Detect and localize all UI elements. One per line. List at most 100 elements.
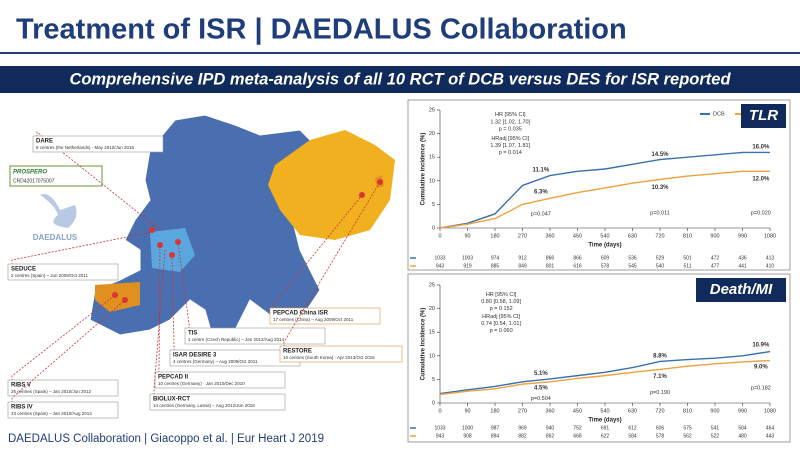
china-shape	[268, 130, 395, 240]
risk-count: 801	[546, 263, 555, 269]
trial-name: RIBS V	[11, 383, 31, 389]
annotation: 1.32 [1.02, 1.70]	[490, 119, 530, 125]
trial-box	[32, 135, 164, 153]
x-tick-label: 0	[438, 408, 441, 414]
risk-count: 1000	[462, 425, 473, 431]
risk-count: 540	[656, 263, 665, 269]
x-tick-label: 720	[655, 233, 664, 239]
annotation: p=0.182	[751, 385, 771, 391]
y-tick-label: 5	[432, 377, 435, 383]
germany-region	[150, 228, 195, 272]
trial-detail: 23 centres (Spain) – Jan 2010/Aug 2013	[11, 411, 92, 416]
risk-count: 912	[518, 255, 527, 261]
risk-count: 752	[573, 425, 582, 431]
annotation: 5.1%	[534, 371, 548, 377]
trial-name: SEDUCE	[11, 267, 36, 273]
risk-count: 987	[491, 425, 500, 431]
risk-count: 612	[628, 425, 637, 431]
site-pin	[377, 179, 383, 185]
risk-count: 578	[601, 263, 610, 269]
risk-count: 436	[738, 255, 747, 261]
annotation: p = 0.060	[490, 328, 513, 334]
trial-box	[7, 379, 119, 397]
x-tick-label: 630	[628, 408, 637, 414]
risk-count: 541	[711, 425, 720, 431]
logo-text: DAEDALUS	[33, 233, 78, 242]
trial-name: ISAR DESIRE 3	[173, 353, 217, 359]
y-tick-label: 20	[429, 131, 435, 137]
x-tick-label: 900	[710, 408, 719, 414]
spain-region	[95, 282, 140, 312]
y-axis-label: Cumulative incidence (%)	[421, 308, 427, 381]
series-line	[439, 170, 770, 229]
y-tick-label: 20	[429, 306, 435, 312]
risk-count: 622	[601, 433, 610, 439]
annotation: 0.74 [0.54, 1.01]	[481, 321, 521, 327]
footer: DAEDALUS Collaboration | Giacoppo et al.…	[8, 433, 324, 445]
chart-tag	[741, 104, 786, 128]
trial-name: TIS	[188, 331, 197, 337]
risk-count: 477	[711, 263, 720, 269]
trial-box	[279, 345, 403, 363]
logo-bird	[40, 194, 77, 228]
annotation: p=0.020	[751, 210, 771, 216]
x-tick-label: 720	[655, 408, 664, 414]
risk-count: 511	[684, 263, 692, 269]
risk-count: 480	[738, 433, 747, 439]
trial-box	[7, 401, 119, 419]
banner-text: Comprehensive IPD meta-analysis of all 1…	[69, 70, 731, 88]
risk-count: 410	[766, 263, 775, 269]
x-tick-label: 990	[738, 233, 747, 239]
risk-count: 575	[683, 425, 692, 431]
chart-tag-text: Death/MI	[710, 281, 773, 298]
trial-box	[7, 263, 119, 281]
risk-count: 504	[738, 425, 747, 431]
annotation: p=0.504	[531, 396, 551, 402]
trial-detail: 8 centres (the Netherlands) · May 2010/J…	[36, 145, 135, 150]
risk-count: 443	[766, 433, 775, 439]
risk-count: 943	[436, 433, 445, 439]
risk-count: 441	[738, 263, 747, 269]
annotation: 7.1%	[653, 374, 667, 380]
trial-detail: 14 centres (Germany, Latvia) – Aug 2012/…	[153, 403, 255, 408]
x-axis-label: Time (days)	[588, 418, 621, 424]
x-axis-label: Time (days)	[588, 243, 621, 249]
annotation: 9.0%	[754, 365, 768, 371]
annotation: p = 0.014	[499, 150, 522, 156]
trial-box	[269, 307, 381, 325]
y-tick-label: 5	[432, 202, 435, 208]
slide-title: Treatment of ISR | DAEDALUS Collaboratio…	[16, 14, 627, 46]
prospero-id: CRD42017075007	[13, 178, 55, 184]
y-tick-label: 10	[429, 178, 435, 184]
annotation: p = 0.035	[499, 126, 522, 132]
banner	[0, 66, 800, 93]
trial-detail: 17 centres (China) – Aug 2009/Oct 2011	[273, 317, 354, 322]
x-tick-label: 1080	[764, 408, 776, 414]
risk-count: 668	[573, 433, 582, 439]
y-tick-label: 0	[432, 225, 435, 231]
risk-count: 908	[463, 433, 472, 439]
x-tick-label: 180	[490, 233, 499, 239]
annotation: 16.0%	[752, 144, 770, 150]
trial-box	[149, 393, 286, 411]
annotation: 11.1%	[532, 168, 549, 174]
annotation: 1.39 [1.07, 1.81]	[490, 143, 530, 149]
risk-count: 1033	[434, 425, 445, 431]
chart-panel	[407, 99, 791, 271]
annotation: 4.5%	[534, 385, 548, 391]
risk-count: 1003	[462, 255, 473, 261]
y-tick-label: 0	[432, 400, 435, 406]
chart-tag-text: TLR	[749, 107, 778, 124]
risk-count: 862	[546, 433, 555, 439]
chart-tag	[696, 278, 786, 302]
trial-name: RESTORE	[283, 349, 312, 355]
europe-shape	[89, 114, 321, 346]
risk-count: 882	[518, 433, 527, 439]
x-tick-label: 630	[628, 233, 637, 239]
trial-detail: 25 centres (Spain) – Jan 2010/Jun 2012	[11, 389, 92, 394]
x-tick-label: 810	[683, 408, 692, 414]
risk-count: 529	[656, 255, 665, 261]
